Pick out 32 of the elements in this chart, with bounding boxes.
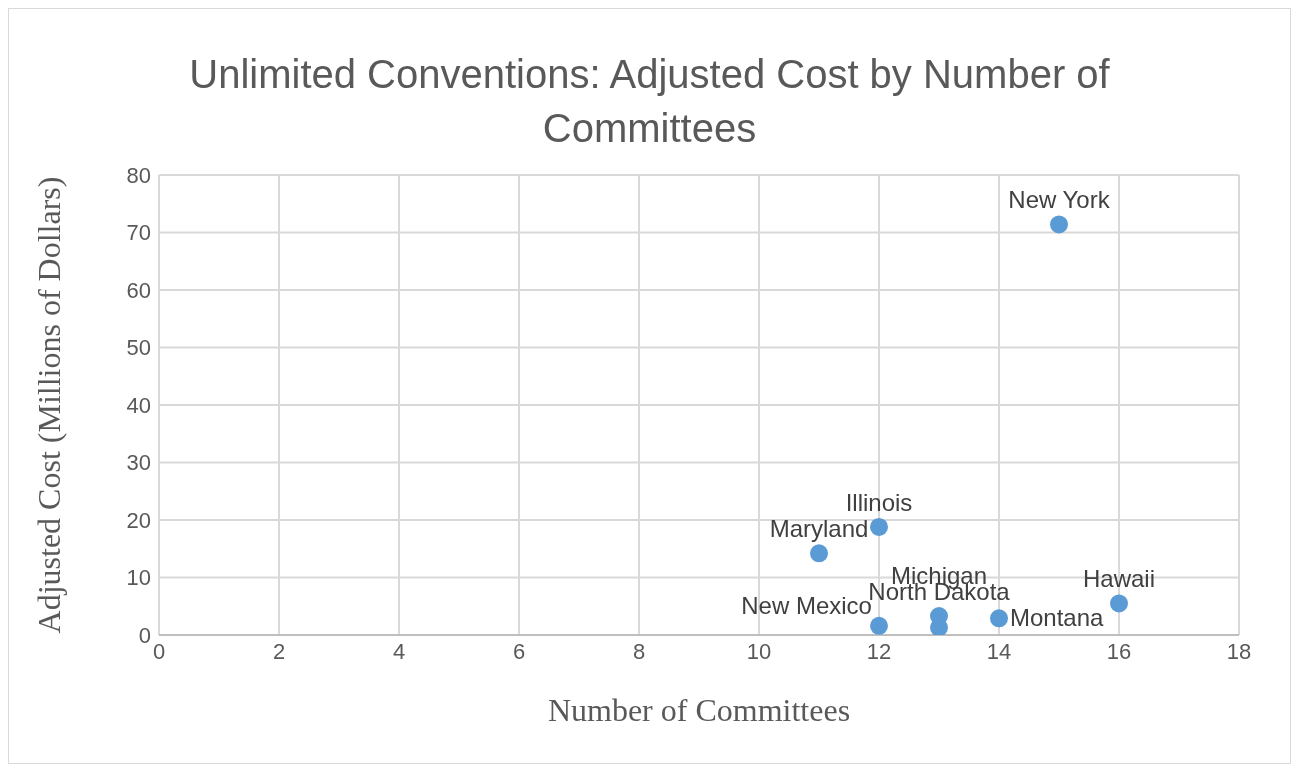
point <box>870 517 888 536</box>
x-tick-label: 12 <box>866 638 892 664</box>
x-tick-label: 18 <box>1226 638 1252 664</box>
annotation: Montana <box>1009 604 1105 632</box>
point <box>1110 594 1128 613</box>
point <box>1050 215 1068 234</box>
point <box>990 609 1008 628</box>
x-tick-label: 10 <box>746 638 772 664</box>
y-tick-label: 20 <box>126 507 151 533</box>
point <box>870 616 888 635</box>
x-tick-label: 2 <box>272 638 286 664</box>
x-axis-title: Number of Committees <box>547 692 851 728</box>
y-tick-label: 40 <box>126 392 151 418</box>
annotation: New York <box>1008 186 1111 214</box>
chart-title: Unlimited Conventions: Adjusted Cost by Number of Committees <box>188 51 1111 152</box>
x-tick-label: 8 <box>632 638 646 664</box>
x-tick-label: 16 <box>1106 638 1132 664</box>
x-tick-label: 6 <box>512 638 526 664</box>
annotation: Illinois <box>845 488 913 516</box>
y-tick-label: 70 <box>126 220 151 246</box>
y-tick-label: 10 <box>126 565 151 591</box>
x-tick-label: 14 <box>986 638 1012 664</box>
y-tick-label: 60 <box>126 277 151 303</box>
y-tick-label: 50 <box>126 335 151 361</box>
annotation: Hawaii <box>1082 565 1156 593</box>
y-tick-label: 80 <box>126 162 151 188</box>
point <box>810 544 828 563</box>
y-tick-label: 0 <box>138 622 151 648</box>
annotation: Maryland <box>769 515 869 543</box>
y-tick-label: 30 <box>126 450 151 476</box>
x-tick-label: 4 <box>392 638 406 664</box>
y-axis-title: Adjusted Cost (Millions of Dollars) <box>31 176 68 634</box>
